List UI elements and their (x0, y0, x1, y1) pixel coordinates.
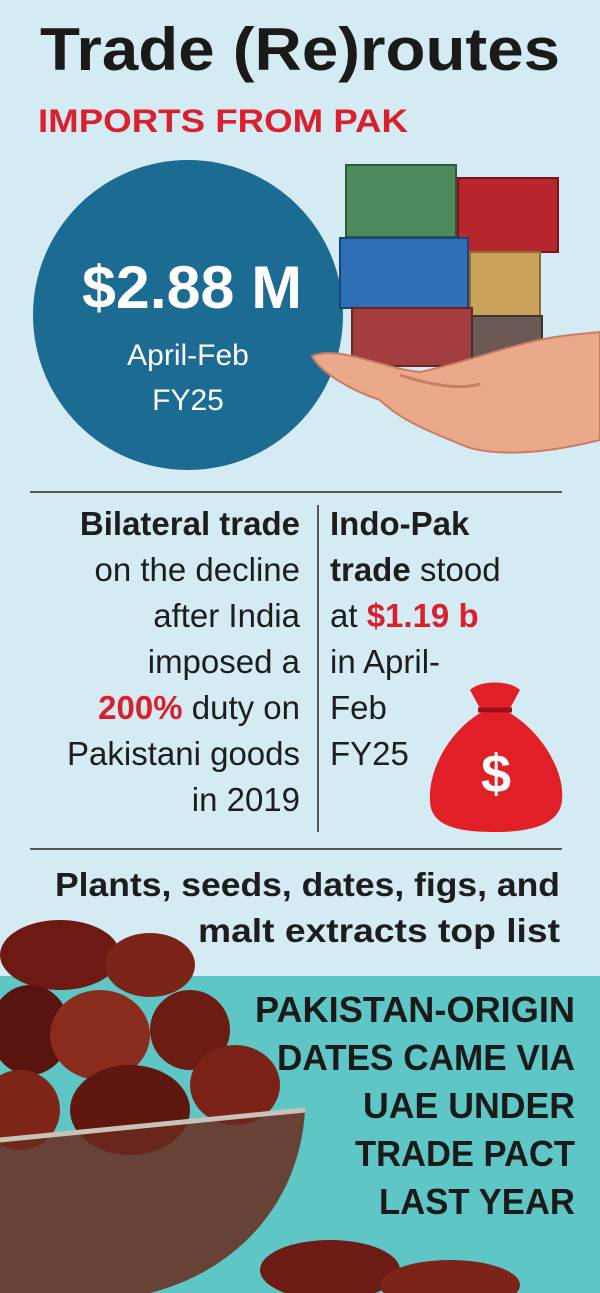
text-span: stood (411, 551, 501, 588)
note: PAKISTAN-ORIGIN DATES CAME VIA UAE UNDER… (255, 989, 575, 1222)
text-line: Indo-Pak (330, 505, 470, 542)
right-column: Indo-Pak trade stood at $1.19 b in April… (330, 505, 501, 772)
highlight-period: FY25 (152, 384, 224, 417)
highlight-value: $2.88 M (82, 254, 302, 321)
date-fruit (260, 1240, 400, 1293)
date-fruit (105, 933, 195, 997)
dates-illustration (0, 920, 520, 1293)
note-line: TRADE PACT (355, 1133, 575, 1174)
date-fruit (150, 990, 230, 1070)
text-line: trade stood (330, 551, 501, 588)
note-line: LAST YEAR (379, 1181, 575, 1222)
bowl (0, 1110, 305, 1293)
container (339, 237, 469, 309)
left-column: Bilateral trade on the decline after Ind… (67, 505, 301, 818)
hand (310, 330, 600, 454)
date-fruit (0, 985, 70, 1075)
text-line: in 2019 (192, 781, 300, 818)
container (469, 251, 541, 317)
date-fruit (0, 920, 120, 990)
money-bag: $ (429, 682, 563, 832)
subtitle: IMPORTS FROM PAK (38, 103, 408, 139)
text-line: imposed a (148, 643, 301, 680)
containers-illustration (310, 164, 600, 454)
list-heading: Plants, seeds, dates, figs, and (55, 866, 560, 903)
date-fruit (190, 1045, 280, 1125)
text-line: in April- (330, 643, 440, 680)
bag-body (429, 682, 563, 832)
hand-detail (399, 373, 481, 389)
text-line: FY25 (330, 735, 409, 772)
container (345, 164, 457, 238)
container (457, 177, 559, 253)
emphasis: $1.19 b (367, 597, 479, 634)
text-span: trade (330, 551, 411, 588)
highlight-period: April-Feb (127, 339, 249, 372)
text-line: on the decline (95, 551, 301, 588)
date-fruit (0, 1070, 60, 1150)
date-fruit (380, 1260, 520, 1293)
text-span: duty on (183, 689, 300, 726)
highlight-circle (33, 160, 343, 470)
date-fruit (50, 990, 150, 1080)
emphasis: 200% (98, 689, 182, 726)
note-line: PAKISTAN-ORIGIN (255, 989, 575, 1030)
money-symbol: $ (481, 744, 511, 804)
bowl-rim (0, 1107, 306, 1143)
text-line: Pakistani goods (67, 735, 300, 772)
title: Trade (Re)routes (40, 16, 560, 83)
text-line: Bilateral trade (80, 505, 300, 542)
list-heading: malt extracts top list (198, 912, 560, 949)
text-span: at (330, 597, 367, 634)
note-line: UAE UNDER (363, 1085, 575, 1126)
container (351, 307, 473, 367)
note-line: DATES CAME VIA (277, 1037, 575, 1078)
text-line: after India (153, 597, 300, 634)
text-line: Feb (330, 689, 387, 726)
text-line: at $1.19 b (330, 597, 479, 634)
text-line: 200% duty on (98, 689, 300, 726)
